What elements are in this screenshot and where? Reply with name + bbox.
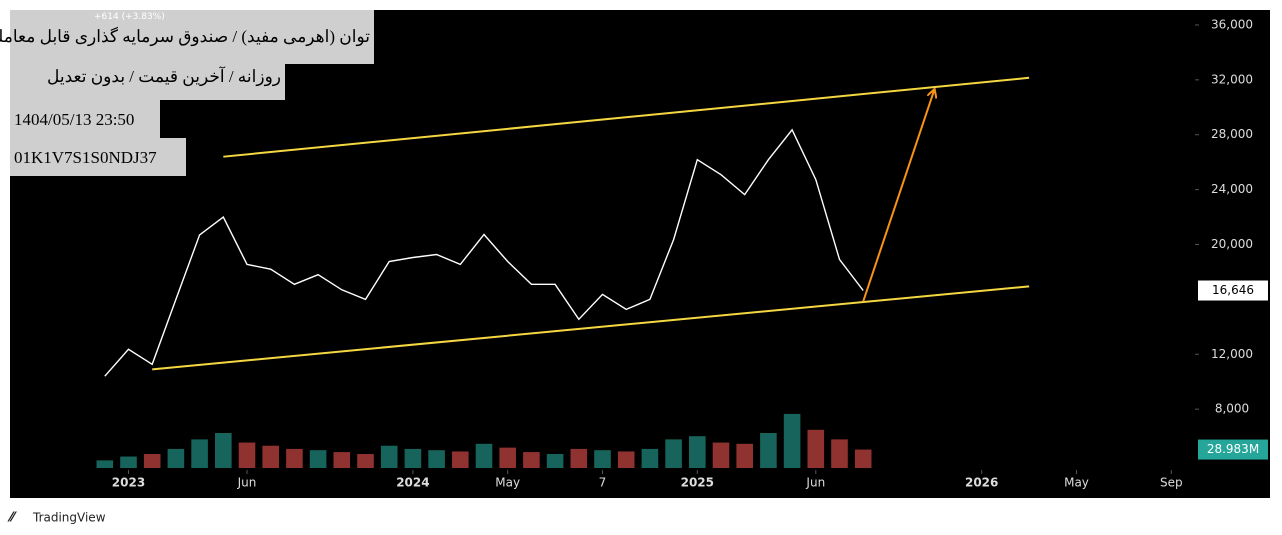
volume-bar xyxy=(404,448,422,468)
x-tick-label: Jun xyxy=(237,476,257,490)
volume-bar xyxy=(143,454,161,468)
x-tick-label: May xyxy=(495,476,520,490)
volume-bar xyxy=(736,443,753,468)
volume-bar xyxy=(475,443,493,468)
volume-bar xyxy=(333,452,351,468)
volume-bar xyxy=(191,439,208,468)
volume-bar xyxy=(831,439,848,468)
volume-bar xyxy=(452,451,469,468)
volume-bar xyxy=(428,450,445,468)
arrow xyxy=(862,90,934,302)
subtitle: روزانه / آخرین قیمت / بدون تعدیل xyxy=(10,64,285,100)
channel-line xyxy=(223,76,1030,158)
x-tick-label: 2026 xyxy=(965,476,998,490)
volume-bar xyxy=(120,456,137,468)
volume-bar xyxy=(570,448,588,468)
y-tick-label: 36,000 xyxy=(1211,17,1253,31)
volume-bar xyxy=(712,442,730,468)
change: +614 (+3.83%) xyxy=(94,12,165,22)
volume-bar xyxy=(689,436,706,468)
header-box: +614 (+3.83%) توان (اهرمی مفید) / صندوق … xyxy=(0,10,374,64)
brand: TradingView xyxy=(32,511,106,525)
volume-bar xyxy=(523,452,540,468)
volume-bar xyxy=(215,433,232,468)
volume-bar xyxy=(665,439,682,468)
last-price-label: 16,646 xyxy=(1212,283,1254,297)
title: توان (اهرمی مفید) / صندوق سرمایه گذاری ق… xyxy=(0,27,370,46)
volume-bar xyxy=(286,448,303,468)
price-line xyxy=(104,128,864,377)
volume-bar xyxy=(594,450,611,468)
y-tick-label: 24,000 xyxy=(1211,182,1253,196)
code: 01K1V7S1S0NDJ37 xyxy=(10,138,186,176)
x-tick-label: 2024 xyxy=(396,476,429,490)
volume-bar xyxy=(854,449,872,468)
x-tick-label: 7 xyxy=(599,476,607,490)
x-tick-label: Jun xyxy=(805,476,825,490)
y-tick-label: 28,000 xyxy=(1211,127,1253,141)
volume-label-box xyxy=(1198,439,1268,460)
volume-bar xyxy=(238,442,256,468)
volume-bar xyxy=(499,447,516,468)
volume-bar xyxy=(641,448,659,468)
y-tick-label: 12,000 xyxy=(1211,347,1253,361)
volume-bar xyxy=(357,454,374,468)
x-tick-label: 2025 xyxy=(681,476,714,490)
volume-bar xyxy=(262,445,279,468)
channel-line xyxy=(152,285,1030,371)
y-tick-label: 8,000 xyxy=(1215,402,1249,416)
brand-logo: ⁄⁄ xyxy=(7,511,17,526)
volume-bar xyxy=(167,448,185,468)
y-tick-label: 20,000 xyxy=(1211,237,1253,251)
volume-bar xyxy=(546,454,564,468)
volume-bar xyxy=(380,445,398,468)
y-tick-label: 32,000 xyxy=(1211,72,1253,86)
volume-bar xyxy=(760,433,777,468)
x-tick-label: May xyxy=(1064,476,1089,490)
volume-bar xyxy=(807,429,825,468)
x-tick-label: Sep xyxy=(1160,476,1183,490)
volume-bar xyxy=(309,450,327,468)
volume-label: 28.983M xyxy=(1207,442,1259,456)
volume-bar xyxy=(783,413,801,468)
last-price-box xyxy=(1198,280,1268,301)
x-tick-label: 2023 xyxy=(112,476,145,490)
volume-bar xyxy=(617,451,635,468)
volume-bar xyxy=(96,460,114,468)
datetime: 1404/05/13 23:50 xyxy=(10,100,160,138)
